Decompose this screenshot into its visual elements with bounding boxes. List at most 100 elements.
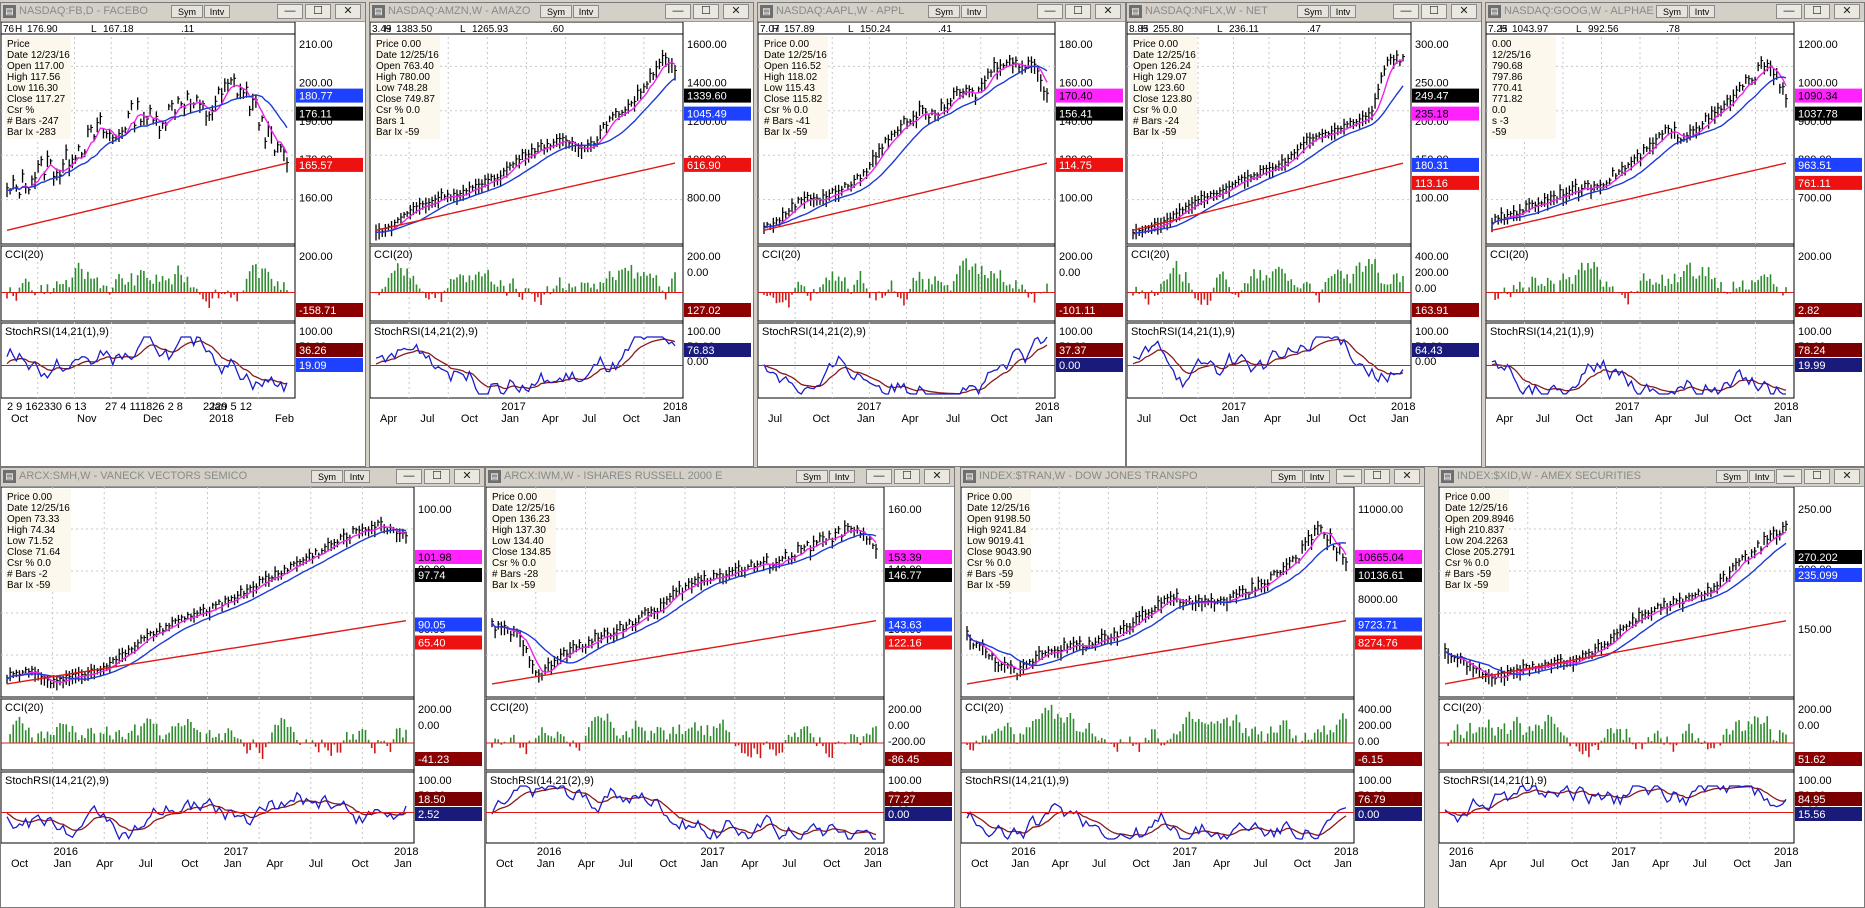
intv-button[interactable]: Intv bbox=[1689, 5, 1715, 18]
x-tick-label: Jul bbox=[582, 413, 596, 425]
sym-button[interactable]: Sym bbox=[311, 470, 343, 483]
cci-label: CCI(20) bbox=[1443, 702, 1482, 714]
sym-button[interactable]: Sym bbox=[540, 5, 572, 18]
minimize-button[interactable]: — bbox=[1393, 4, 1419, 19]
intv-button[interactable]: Intv bbox=[829, 470, 855, 483]
chart-window[interactable]: ▤ INDEX:$XID,W - AMEX SECURITIES Sym Intv — ☐… bbox=[1438, 467, 1865, 908]
chart-window-icon: ▤ bbox=[3, 470, 16, 483]
x-tick-label: Jan bbox=[864, 858, 882, 870]
minimize-button[interactable]: — bbox=[1336, 469, 1362, 484]
sym-button[interactable]: Sym bbox=[1656, 5, 1688, 18]
info-line: # Bars -2 bbox=[7, 569, 48, 580]
close-button[interactable]: ✕ bbox=[1834, 4, 1860, 19]
sym-button[interactable]: Sym bbox=[1716, 470, 1748, 483]
window-titlebar[interactable]: ▤ ARCX:SMH,W - VANECK VECTORS SEMICO Sym In… bbox=[1, 468, 484, 487]
close-button[interactable]: ✕ bbox=[454, 469, 480, 484]
ma-slow-line bbox=[1491, 162, 1787, 231]
close-button[interactable]: ✕ bbox=[1095, 4, 1121, 19]
close-button[interactable]: ✕ bbox=[1451, 4, 1477, 19]
price-tick-label: 100.00 bbox=[1059, 193, 1093, 205]
intv-button[interactable]: Intv bbox=[1749, 470, 1775, 483]
price-tag-label: 1045.49 bbox=[687, 109, 727, 121]
sym-button[interactable]: Sym bbox=[1271, 470, 1303, 483]
intv-button[interactable]: Intv bbox=[961, 5, 987, 18]
maximize-button[interactable]: ☐ bbox=[894, 469, 920, 484]
maximize-button[interactable]: ☐ bbox=[1065, 4, 1091, 19]
close-button[interactable]: ✕ bbox=[1394, 469, 1420, 484]
close-button[interactable]: ✕ bbox=[335, 4, 361, 19]
x-tick-label: Oct bbox=[11, 413, 28, 425]
minimize-button[interactable]: — bbox=[396, 469, 422, 484]
window-titlebar[interactable]: ▤ INDEX:$TRAN,W - DOW JONES TRANSPO Sym Int… bbox=[961, 468, 1424, 487]
intv-button[interactable]: Intv bbox=[573, 5, 599, 18]
window-titlebar[interactable]: ▤ NASDAQ:NFLX,W - NET Sym Intv — ☐ ✕ bbox=[1127, 3, 1481, 22]
header-value: 1265.93 bbox=[472, 24, 509, 35]
sym-button[interactable]: Sym bbox=[796, 470, 828, 483]
intv-button[interactable]: Intv bbox=[204, 5, 230, 18]
maximize-button[interactable]: ☐ bbox=[1804, 4, 1830, 19]
maximize-button[interactable]: ☐ bbox=[1421, 4, 1447, 19]
cci-tag-label: -158.71 bbox=[299, 305, 336, 317]
window-titlebar[interactable]: ▤ NASDAQ:AMZN,W - AMAZO Sym Intv — ☐ ✕ bbox=[370, 3, 753, 22]
chart-window[interactable]: ▤ ARCX:SMH,W - VANECK VECTORS SEMICO Sym In… bbox=[0, 467, 485, 908]
chart-window[interactable]: ▤ NASDAQ:AMZN,W - AMAZO Sym Intv — ☐ ✕ 3.49 H 138… bbox=[369, 2, 754, 467]
minimize-button[interactable]: — bbox=[277, 4, 303, 19]
minimize-button[interactable]: — bbox=[866, 469, 892, 484]
close-button[interactable]: ✕ bbox=[1834, 469, 1860, 484]
close-button[interactable]: ✕ bbox=[723, 4, 749, 19]
header-value: 8.85 bbox=[1129, 24, 1149, 35]
minimize-button[interactable]: — bbox=[1037, 4, 1063, 19]
intv-button[interactable]: Intv bbox=[1330, 5, 1356, 18]
intv-button[interactable]: Intv bbox=[1304, 470, 1330, 483]
minimize-button[interactable]: — bbox=[1776, 4, 1802, 19]
stoch-label: StochRSI(14,21(2),9) bbox=[490, 775, 594, 787]
sym-button[interactable]: Sym bbox=[171, 5, 203, 18]
stoch-tag-label: 2.52 bbox=[418, 809, 439, 821]
chart-window[interactable]: ▤ NASDAQ:NFLX,W - NET Sym Intv — ☐ ✕ 8.85 H 255.8… bbox=[1126, 2, 1482, 467]
chart-window[interactable]: ▤ INDEX:$TRAN,W - DOW JONES TRANSPO Sym Int… bbox=[960, 467, 1425, 908]
stoch-label: StochRSI(14,21(2),9) bbox=[5, 775, 109, 787]
stoch-tag-label: 0.00 bbox=[1059, 360, 1080, 372]
info-line: High 210.837 bbox=[1445, 525, 1505, 536]
close-button[interactable]: ✕ bbox=[924, 469, 950, 484]
chart-window[interactable]: ▤ ARCX:IWM,W - ISHARES RUSSELL 2000 E Sym I… bbox=[485, 467, 955, 908]
close-icon: ✕ bbox=[1459, 5, 1469, 17]
minimize-button[interactable]: — bbox=[665, 4, 691, 19]
x-tick-label: Apr bbox=[1052, 858, 1069, 870]
window-titlebar[interactable]: ▤ ARCX:IWM,W - ISHARES RUSSELL 2000 E Sym I… bbox=[486, 468, 954, 487]
info-line: High 129.07 bbox=[1133, 72, 1187, 83]
window-titlebar[interactable]: ▤ NASDAQ:AAPL,W - APPL Sym Intv — ☐ ✕ bbox=[758, 3, 1125, 22]
chart-window[interactable]: ▤ NASDAQ:FB,D - FACEBO Sym Intv — ☐ ✕ 76 H 176.90… bbox=[0, 2, 366, 467]
ohlc-header-strip: 7.07H 157.89 L 150.24 .41 bbox=[758, 22, 1056, 35]
sym-button[interactable]: Sym bbox=[1297, 5, 1329, 18]
maximize-button[interactable]: ☐ bbox=[424, 469, 450, 484]
maximize-button[interactable]: ☐ bbox=[693, 4, 719, 19]
header-strip-frame bbox=[758, 22, 1056, 35]
cci-tick-label: 0.00 bbox=[1798, 720, 1819, 732]
maximize-button[interactable]: ☐ bbox=[1364, 469, 1390, 484]
x-tick-label: Jan bbox=[1774, 858, 1792, 870]
window-titlebar[interactable]: ▤ INDEX:$XID,W - AMEX SECURITIES Sym Intv — ☐… bbox=[1439, 468, 1864, 487]
ohlc-header-strip: 7.25H 1043.97 L 992.56 .78 bbox=[1486, 22, 1795, 35]
chart-window[interactable]: ▤ NASDAQ:GOOG,W - ALPHAE Sym Intv — ☐ ✕ 7.25 H 10… bbox=[1485, 2, 1865, 467]
window-titlebar[interactable]: ▤ NASDAQ:FB,D - FACEBO Sym Intv — ☐ ✕ bbox=[1, 3, 365, 22]
chart-window[interactable]: ▤ NASDAQ:AAPL,W - APPL Sym Intv — ☐ ✕ 7.07 H 157.… bbox=[757, 2, 1126, 467]
maximize-button[interactable]: ☐ bbox=[305, 4, 331, 19]
intv-button[interactable]: Intv bbox=[344, 470, 370, 483]
minimize-button[interactable]: — bbox=[1776, 469, 1802, 484]
maximize-button[interactable]: ☐ bbox=[1804, 469, 1830, 484]
sym-button[interactable]: Sym bbox=[928, 5, 960, 18]
minimize-icon: — bbox=[1343, 470, 1355, 482]
chart-svg[interactable]: 7.25H 1043.97 L 992.56 .78 0.0012/25/16790.68… bbox=[1486, 22, 1864, 466]
window-titlebar[interactable]: ▤ NASDAQ:GOOG,W - ALPHAE Sym Intv — ☐ ✕ bbox=[1486, 3, 1864, 22]
close-icon: ✕ bbox=[1842, 5, 1852, 17]
x-year-label: 2018 bbox=[1334, 846, 1358, 858]
